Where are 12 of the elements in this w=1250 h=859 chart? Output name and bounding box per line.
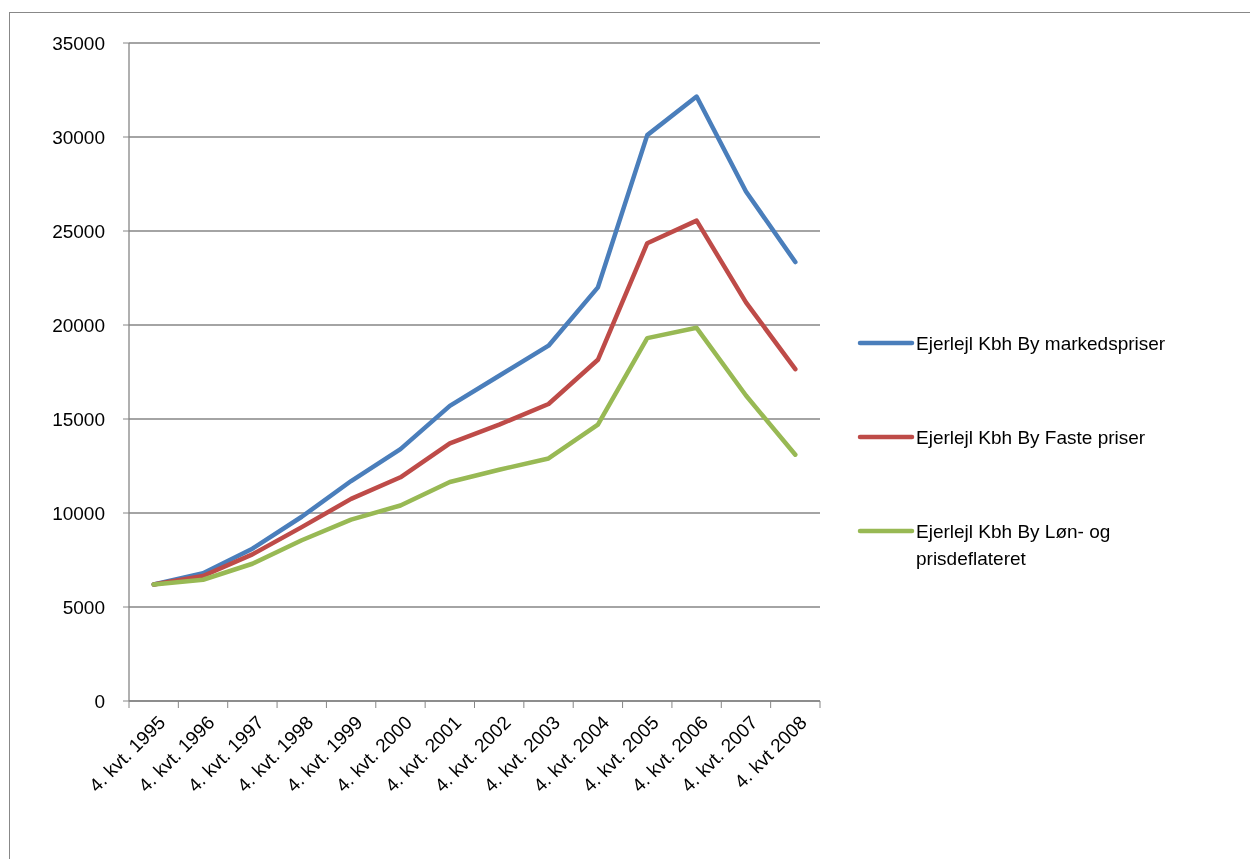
legend-label: Ejerlejl Kbh By Faste priser <box>916 426 1146 448</box>
y-tick-label: 30000 <box>52 126 105 148</box>
legend-label: Ejerlejl Kbh By markedspriser <box>916 332 1166 354</box>
y-tick-label: 5000 <box>62 596 105 618</box>
y-tick-label: 0 <box>94 690 105 712</box>
y-tick-label: 25000 <box>52 220 105 242</box>
y-tick-label: 10000 <box>52 502 105 524</box>
legend-label: Ejerlejl Kbh By Løn- og prisdeflateret <box>916 520 1111 570</box>
line-series <box>151 325 798 587</box>
y-tick-label: 20000 <box>52 314 105 336</box>
y-tick-label: 35000 <box>52 32 105 54</box>
y-tick-label: 15000 <box>52 408 105 430</box>
